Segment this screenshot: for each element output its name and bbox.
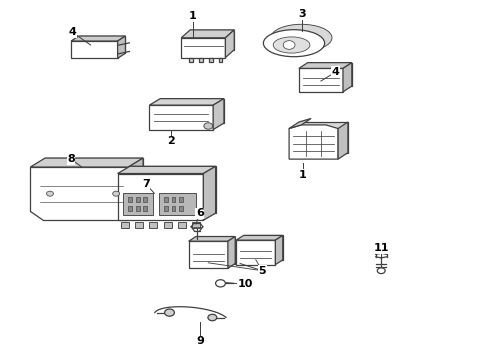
Text: 6: 6 [196, 208, 204, 218]
Polygon shape [289, 118, 311, 129]
Polygon shape [244, 235, 283, 260]
Bar [143, 197, 147, 202]
Bar [179, 206, 183, 211]
Polygon shape [299, 122, 348, 153]
Circle shape [216, 280, 225, 287]
Bar [192, 222, 200, 228]
Polygon shape [196, 237, 235, 264]
Polygon shape [30, 158, 143, 167]
Bar [135, 222, 143, 228]
Polygon shape [118, 174, 203, 220]
Bar [149, 222, 157, 228]
Polygon shape [149, 99, 224, 105]
Bar [136, 206, 140, 211]
Polygon shape [79, 36, 125, 53]
Bar [178, 222, 186, 228]
Polygon shape [299, 63, 352, 68]
Text: 10: 10 [237, 279, 253, 289]
Polygon shape [181, 38, 225, 58]
Polygon shape [228, 237, 235, 268]
Ellipse shape [273, 37, 310, 53]
Polygon shape [181, 30, 234, 38]
Bar [219, 58, 222, 62]
Polygon shape [338, 122, 348, 159]
Text: 4: 4 [69, 27, 76, 37]
Polygon shape [275, 235, 283, 265]
Polygon shape [71, 36, 125, 41]
Polygon shape [236, 235, 283, 240]
Bar [128, 206, 132, 211]
Polygon shape [118, 36, 125, 58]
Bar [123, 193, 153, 215]
Bar [143, 206, 147, 211]
Polygon shape [118, 166, 216, 174]
Text: 1: 1 [299, 170, 307, 180]
Circle shape [208, 314, 217, 321]
Polygon shape [343, 63, 352, 92]
Ellipse shape [270, 24, 332, 51]
Polygon shape [308, 63, 352, 86]
Polygon shape [189, 237, 235, 241]
Polygon shape [30, 167, 128, 220]
Polygon shape [45, 158, 143, 211]
Polygon shape [203, 166, 216, 220]
Circle shape [113, 191, 120, 196]
Text: 9: 9 [196, 336, 204, 346]
Polygon shape [130, 166, 216, 213]
Bar [164, 197, 168, 202]
Bar [172, 197, 175, 202]
Circle shape [377, 268, 385, 274]
Polygon shape [190, 30, 234, 50]
Text: 8: 8 [67, 154, 75, 164]
Polygon shape [289, 125, 338, 159]
Polygon shape [189, 241, 228, 268]
Text: 3: 3 [298, 9, 306, 19]
Text: 5: 5 [258, 266, 266, 276]
Bar [159, 193, 196, 215]
Bar [164, 222, 171, 228]
Circle shape [47, 191, 53, 196]
Bar [164, 206, 168, 211]
Bar [189, 58, 193, 62]
Text: 4: 4 [332, 67, 340, 77]
Text: 1: 1 [189, 11, 196, 21]
Circle shape [165, 309, 174, 316]
Polygon shape [299, 68, 343, 92]
Polygon shape [213, 99, 224, 130]
Bar [179, 197, 183, 202]
Polygon shape [160, 99, 224, 123]
Text: 7: 7 [142, 179, 150, 189]
Bar [136, 197, 140, 202]
Bar [128, 197, 132, 202]
Circle shape [283, 41, 295, 49]
Polygon shape [128, 158, 143, 220]
Polygon shape [236, 240, 275, 265]
Bar [199, 58, 203, 62]
Bar [209, 58, 213, 62]
Bar [172, 206, 175, 211]
Polygon shape [71, 41, 118, 58]
Bar [121, 222, 129, 228]
Text: 11: 11 [373, 243, 389, 253]
Text: 2: 2 [167, 136, 174, 146]
Ellipse shape [264, 30, 324, 57]
Polygon shape [225, 30, 234, 58]
Ellipse shape [204, 123, 213, 129]
Polygon shape [149, 105, 213, 130]
